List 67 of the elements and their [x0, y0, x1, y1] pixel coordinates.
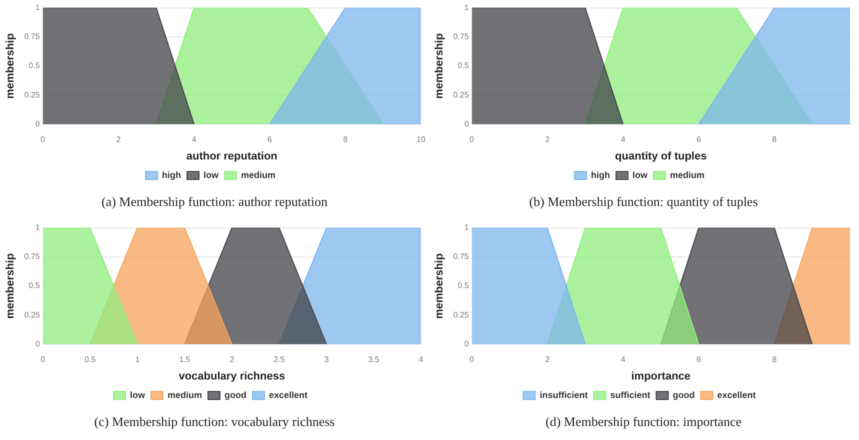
- y-axis-title: membership: [434, 253, 446, 319]
- x-axis-title: importance: [631, 370, 691, 382]
- x-tick-label: 0.5: [84, 355, 96, 364]
- x-tick-label: 4: [620, 355, 626, 364]
- legend-label: excellent: [268, 390, 308, 400]
- legend-label: medium: [167, 390, 202, 400]
- y-axis-title: membership: [4, 33, 17, 99]
- y-axis-title: membership: [4, 253, 17, 319]
- x-tick-label: 10: [416, 135, 426, 144]
- x-axis-title: vocabulary richness: [178, 370, 286, 382]
- x-tick-label: 4: [192, 135, 197, 144]
- legend-label: medium: [670, 170, 705, 180]
- y-tick-label: 1: [35, 223, 40, 232]
- x-tick-label: 2: [230, 355, 235, 364]
- y-tick-label: 0: [464, 339, 470, 348]
- text: (b) Membership function: quantity of tuples: [528, 194, 759, 210]
- y-tick-label: 0: [464, 119, 470, 128]
- y-tick-label: 0.5: [28, 61, 40, 70]
- y-tick-label: 0.25: [453, 310, 470, 320]
- x-tick-label: 4: [418, 355, 424, 364]
- y-tick-label: 0.5: [28, 281, 40, 290]
- y-tick-label: 0.5: [458, 61, 470, 70]
- y-tick-label: 0.75: [453, 252, 470, 262]
- x-tick-label: 6: [267, 135, 272, 144]
- legend-label: excellent: [717, 390, 756, 400]
- x-tick-label: 3: [324, 355, 330, 364]
- x-tick-label: 8: [772, 355, 778, 364]
- y-tick-label: 0.25: [453, 90, 470, 100]
- x-tick-label: 4: [620, 135, 626, 144]
- text: (c) Membership function: vocabulary richness: [93, 414, 336, 430]
- y-tick-label: 0: [35, 339, 40, 348]
- legend-label: high: [591, 170, 610, 180]
- x-tick-label: 1: [135, 355, 140, 364]
- legend-label: good: [224, 390, 246, 400]
- legend-label: medium: [240, 170, 276, 180]
- y-tick-label: 0.75: [24, 252, 40, 262]
- x-tick-label: 1.5: [179, 355, 191, 364]
- y-tick-label: 0.25: [24, 310, 40, 320]
- x-axis-title: author reputation: [186, 150, 278, 162]
- x-tick-label: 8: [343, 135, 348, 144]
- x-tick-label: 3.5: [368, 355, 380, 364]
- legend-label: low: [632, 170, 648, 180]
- x-tick-label: 2: [116, 135, 122, 144]
- legend-label: low: [203, 170, 220, 180]
- text: (a) Membership function: author reputation: [100, 194, 328, 210]
- y-tick-label: 1: [35, 3, 40, 12]
- y-tick-label: 0.75: [453, 32, 470, 42]
- x-tick-label: 2: [545, 355, 550, 364]
- x-axis-title: quantity of tuples: [615, 150, 707, 162]
- text: (d) Membership function: importance: [544, 414, 743, 430]
- x-tick-label: 8: [772, 135, 778, 144]
- y-axis-title: membership: [434, 33, 446, 99]
- legend-label: good: [672, 390, 695, 400]
- legend-label: insufficient: [540, 390, 588, 400]
- x-tick-label: 2.5: [274, 355, 286, 364]
- y-tick-label: 0: [35, 119, 40, 128]
- x-tick-label: 2: [545, 135, 550, 144]
- x-tick-label: 6: [696, 355, 702, 364]
- legend-label: sufficient: [610, 390, 650, 400]
- x-tick-label: 6: [696, 135, 702, 144]
- legend-label: high: [162, 170, 181, 180]
- y-tick-label: 0.75: [24, 32, 40, 42]
- y-tick-label: 1: [464, 3, 470, 12]
- y-tick-label: 0.25: [24, 90, 40, 100]
- y-tick-label: 0.5: [458, 281, 470, 290]
- y-tick-label: 1: [464, 223, 470, 232]
- legend-label: low: [130, 390, 146, 400]
